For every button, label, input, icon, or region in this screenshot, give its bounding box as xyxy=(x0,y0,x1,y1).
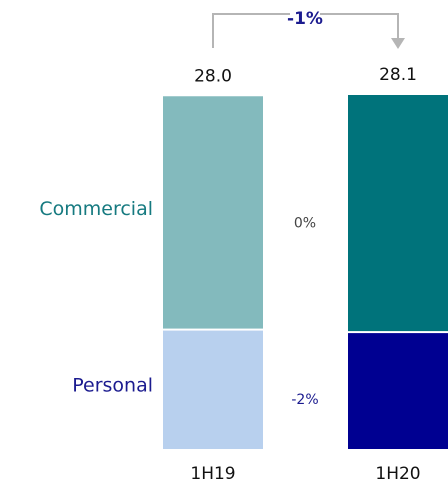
segment-change: -2% xyxy=(291,392,318,408)
bar-segment xyxy=(163,330,263,449)
bar-segment xyxy=(163,96,263,329)
total-label: 28.0 xyxy=(194,66,232,86)
change-arrow xyxy=(212,13,399,48)
x-tick-label: 1H19 xyxy=(190,464,235,484)
arrow-head xyxy=(391,38,405,49)
series-label: Commercial xyxy=(39,198,153,220)
segment-change: 0% xyxy=(294,215,316,231)
total-label: 28.1 xyxy=(379,65,417,85)
bar-segment xyxy=(348,95,448,332)
x-tick-label: 1H20 xyxy=(375,464,420,484)
total-change: -1% xyxy=(287,9,323,29)
bar-segment xyxy=(348,333,448,449)
series-label: Personal xyxy=(72,374,153,396)
